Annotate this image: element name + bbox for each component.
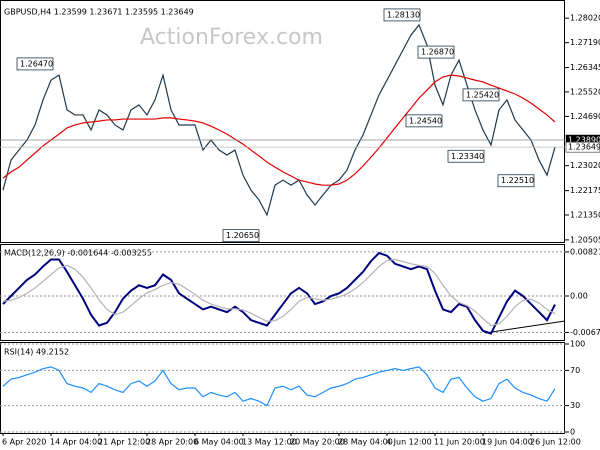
series-line bbox=[2, 258, 556, 327]
y-tick-label: 1.26345 bbox=[570, 63, 600, 72]
x-tick-label: 21 Apr 12:00 bbox=[98, 438, 150, 447]
y-tick-label: 1.28020 bbox=[570, 14, 600, 23]
price-label: 1.23890 bbox=[568, 136, 600, 145]
annotation-label: 1.20650 bbox=[226, 231, 259, 240]
macd-panel-frame bbox=[0, 244, 565, 341]
x-tick-label: 6 May 04:00 bbox=[194, 438, 244, 447]
x-tick-label: 13 May 12:00 bbox=[242, 438, 297, 447]
panel-title: GBPUSD,H4 1.23599 1.23671 1.23595 1.2364… bbox=[4, 8, 194, 17]
annotation-label: 1.24540 bbox=[409, 116, 442, 125]
annotation-label: 1.26470 bbox=[20, 59, 53, 68]
annotation-label: 1.22510 bbox=[501, 176, 534, 185]
y-tick-label: 0.00 bbox=[570, 291, 588, 300]
y-tick-label: 1.23020 bbox=[570, 161, 600, 170]
annotation-box bbox=[383, 8, 421, 22]
panel-title: MACD(12,26,9) -0.001644 -0.003255 bbox=[4, 249, 152, 258]
series-line bbox=[2, 251, 556, 335]
x-tick-label: 4 Jun 12:00 bbox=[386, 438, 432, 447]
y-tick-label: 0 bbox=[570, 428, 575, 437]
y-tick-label: 1.21350 bbox=[570, 210, 600, 219]
divergence-trendline bbox=[484, 320, 566, 334]
price-label-box bbox=[565, 141, 600, 153]
annotation-box bbox=[497, 174, 535, 188]
y-tick-label: 1.24690 bbox=[570, 112, 600, 121]
annotation-box bbox=[16, 57, 54, 71]
x-tick-label: 14 Apr 04:00 bbox=[50, 438, 102, 447]
y-tick-label: 1.22175 bbox=[570, 186, 600, 195]
series-line bbox=[2, 23, 556, 217]
y-tick-label: 30 bbox=[570, 401, 580, 410]
y-tick-label: -0.006796 bbox=[570, 328, 600, 337]
y-tick-label: 1.20505 bbox=[570, 235, 600, 244]
price-panel-frame bbox=[0, 0, 565, 243]
series-line bbox=[2, 366, 556, 407]
annotation-box bbox=[405, 114, 443, 128]
annotation-label: 1.23340 bbox=[451, 152, 484, 161]
x-tick-label: 28 Apr 20:00 bbox=[146, 438, 198, 447]
annotation-label: 1.26870 bbox=[421, 48, 454, 57]
y-tick-label: 100 bbox=[570, 340, 585, 349]
x-tick-label: 11 Jun 20:00 bbox=[434, 438, 485, 447]
series-line bbox=[2, 74, 556, 186]
x-tick-label: 28 May 04:00 bbox=[338, 438, 393, 447]
x-tick-label: 26 Jun 12:00 bbox=[530, 438, 581, 447]
annotation-box bbox=[447, 149, 485, 163]
watermark: ActionForex.com bbox=[140, 25, 323, 50]
x-tick-label: 20 May 20:00 bbox=[290, 438, 345, 447]
x-tick-label: 19 Jun 04:00 bbox=[482, 438, 533, 447]
annotation-label: 1.25420 bbox=[466, 90, 499, 99]
y-tick-label: 0.008213 bbox=[570, 247, 600, 256]
y-tick-label: 1.27190 bbox=[570, 38, 600, 47]
annotation-box bbox=[417, 45, 455, 59]
rsi-panel-frame bbox=[0, 342, 565, 434]
y-tick-label: 70 bbox=[570, 366, 580, 375]
annotation-box bbox=[222, 229, 260, 243]
y-tick-label: 1.25520 bbox=[570, 87, 600, 96]
price-label: 1.23649 bbox=[568, 143, 600, 152]
annotation-box bbox=[462, 88, 500, 102]
panel-title: RSI(14) 49.2152 bbox=[4, 348, 69, 357]
annotation-label: 1.28130 bbox=[387, 10, 420, 19]
x-tick-label: 6 Apr 2020 bbox=[2, 438, 46, 447]
